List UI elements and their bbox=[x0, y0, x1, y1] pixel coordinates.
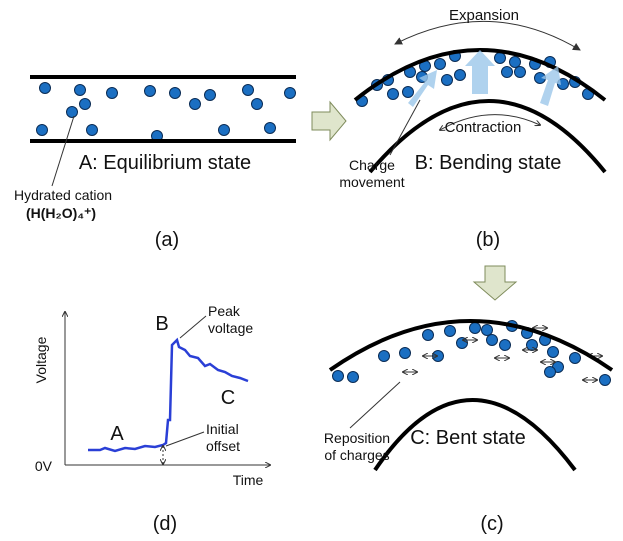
cation bbox=[514, 66, 526, 78]
cation bbox=[402, 86, 414, 98]
cation bbox=[569, 352, 581, 364]
cation bbox=[469, 322, 481, 334]
point-label: A bbox=[110, 423, 124, 445]
leader bbox=[389, 99, 421, 156]
cation bbox=[499, 339, 511, 351]
cation bbox=[106, 87, 118, 99]
leader bbox=[51, 115, 75, 187]
origin-label: 0V bbox=[35, 458, 53, 474]
cation bbox=[189, 98, 201, 110]
cation bbox=[36, 124, 48, 136]
cation bbox=[544, 366, 556, 378]
offset-label: Initial offset bbox=[206, 421, 240, 454]
cation bbox=[444, 325, 456, 337]
caption: (a) bbox=[155, 229, 179, 251]
membrane bbox=[373, 398, 577, 472]
state-label: B: Bending state bbox=[415, 152, 562, 174]
leader bbox=[179, 315, 207, 339]
cation bbox=[332, 370, 344, 382]
cation bbox=[347, 371, 359, 383]
arrow-down bbox=[472, 265, 518, 301]
expansion-label: Expansion bbox=[449, 7, 519, 24]
caption: (d) bbox=[153, 513, 177, 535]
cation bbox=[454, 69, 466, 81]
cation bbox=[481, 324, 493, 336]
cation bbox=[494, 52, 506, 64]
cation bbox=[422, 329, 434, 341]
caption: (b) bbox=[476, 229, 500, 251]
charge-arrows bbox=[408, 50, 561, 107]
leader bbox=[165, 431, 205, 447]
formula: (H(H₂O)₄⁺) bbox=[26, 205, 96, 221]
contraction-label: Contraction bbox=[445, 119, 522, 136]
caption: (c) bbox=[480, 513, 503, 535]
cation bbox=[284, 87, 296, 99]
cation bbox=[434, 58, 446, 70]
cation bbox=[204, 89, 216, 101]
leader bbox=[349, 381, 401, 429]
cation bbox=[169, 87, 181, 99]
cation bbox=[486, 334, 498, 346]
state-label: C: Bent state bbox=[410, 427, 526, 449]
signal bbox=[88, 337, 249, 453]
expansion-arrow bbox=[394, 20, 581, 51]
cation bbox=[599, 374, 611, 386]
y-axis-label: Voltage bbox=[33, 336, 49, 383]
cation bbox=[242, 84, 254, 96]
cation bbox=[251, 98, 263, 110]
cation bbox=[378, 350, 390, 362]
membrane bbox=[368, 99, 607, 174]
cation bbox=[39, 82, 51, 94]
cation bbox=[79, 98, 91, 110]
point-label: C bbox=[221, 387, 235, 409]
cation bbox=[74, 84, 86, 96]
cation-label: Hydrated cation bbox=[14, 187, 112, 203]
peak-label: Peak voltage bbox=[208, 303, 253, 336]
cations bbox=[36, 50, 611, 386]
cation bbox=[387, 88, 399, 100]
cation bbox=[441, 74, 453, 86]
reposition-label: Reposition of charges bbox=[324, 430, 390, 463]
cation bbox=[86, 124, 98, 136]
charge-label: Charge movement bbox=[339, 157, 404, 190]
cation bbox=[509, 56, 521, 68]
membrane bbox=[328, 319, 614, 372]
cation bbox=[399, 347, 411, 359]
contraction-arrow bbox=[440, 114, 540, 130]
cation bbox=[456, 337, 468, 349]
cation bbox=[501, 66, 513, 78]
cation bbox=[264, 122, 276, 134]
point-label: B bbox=[155, 313, 168, 335]
cation bbox=[526, 339, 538, 351]
cation bbox=[144, 85, 156, 97]
cation bbox=[547, 346, 559, 358]
arrow-right bbox=[311, 100, 347, 142]
cation bbox=[66, 106, 78, 118]
cation bbox=[218, 124, 230, 136]
x-axis-label: Time bbox=[233, 472, 264, 488]
state-label: A: Equilibrium state bbox=[79, 152, 251, 174]
